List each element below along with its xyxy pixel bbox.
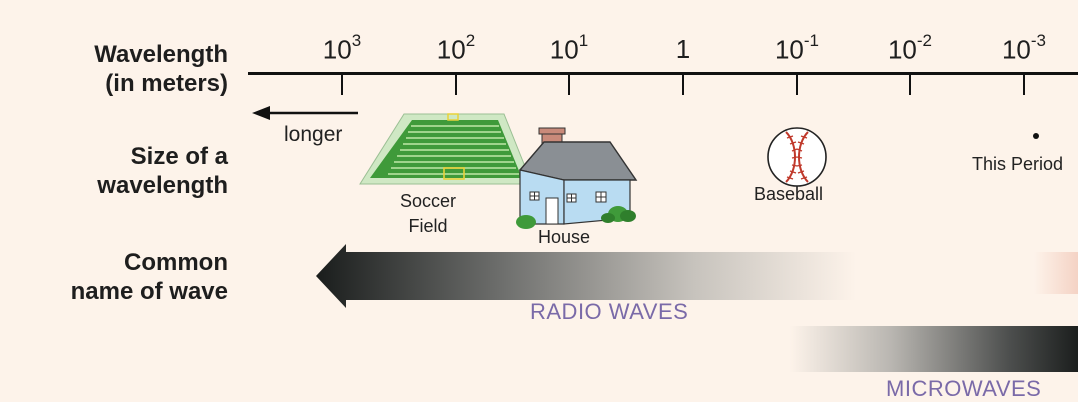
period-dot: [1033, 133, 1039, 139]
tick-label: 103: [322, 31, 362, 66]
wavelength-title-line2: (in meters): [105, 70, 228, 97]
tick-label-base: 10: [322, 34, 352, 65]
tick-label: 102: [436, 31, 476, 66]
period-label: This Period: [972, 154, 1064, 174]
soccer-label-line2: Field: [408, 216, 448, 236]
tick-label: 101: [549, 31, 589, 66]
tick-label-base: 1: [675, 34, 691, 64]
axis-tick: [1023, 75, 1025, 95]
tick-label-base: 10: [774, 34, 804, 65]
wavelength-axis-line: [248, 72, 1078, 75]
next-band-hint: [1034, 252, 1078, 294]
axis-tick: [796, 75, 798, 95]
soccer-field-label: Soccer Field: [400, 189, 456, 239]
name-row-label-line2: name of wave: [70, 278, 228, 305]
tick-label: 1: [676, 34, 690, 65]
tick-label-base: 10: [1001, 34, 1031, 65]
tick-label-exponent: 3: [351, 31, 362, 50]
soccer-field-icon: [359, 113, 533, 185]
baseball-icon: [767, 127, 827, 187]
microwaves-label: MICROWAVES: [886, 376, 1042, 401]
tick-label-base: 10: [549, 34, 579, 65]
name-row-label-line1: Common: [124, 249, 228, 276]
size-row-label-line1: Size of a: [130, 143, 228, 170]
wavelength-title-line1: Wavelength: [94, 41, 228, 68]
name-row-label: Common name of wave: [71, 248, 228, 306]
house-icon: [516, 127, 638, 229]
axis-tick: [568, 75, 570, 95]
tick-label-exponent: 1: [578, 31, 589, 50]
wavelength-axis-title: Wavelength (in meters): [94, 40, 228, 98]
axis-tick: [341, 75, 343, 95]
longer-arrow-icon: [252, 106, 358, 120]
tick-label-base: 10: [436, 34, 466, 65]
tick-label-exponent: 2: [465, 31, 476, 50]
radio-waves-label: RADIO WAVES: [530, 299, 689, 324]
tick-label: 10-2: [887, 31, 933, 66]
baseball-label: Baseball: [754, 184, 824, 204]
tick-label: 10-3: [1001, 31, 1047, 66]
house-label: House: [538, 227, 591, 247]
radio-waves-bar: [316, 244, 856, 308]
size-row-label-line2: wavelength: [97, 172, 228, 199]
tick-label-exponent: -1: [803, 31, 820, 50]
axis-tick: [682, 75, 684, 95]
axis-tick: [455, 75, 457, 95]
tick-label-exponent: -3: [1030, 31, 1047, 50]
microwaves-bar: [790, 326, 1078, 372]
axis-tick: [909, 75, 911, 95]
tick-label: 10-1: [774, 31, 820, 66]
tick-label-base: 10: [887, 34, 917, 65]
soccer-label-line1: Soccer: [400, 191, 457, 211]
size-row-label: Size of a wavelength: [97, 142, 228, 200]
longer-label: longer: [284, 123, 343, 146]
tick-label-exponent: -2: [916, 31, 933, 50]
